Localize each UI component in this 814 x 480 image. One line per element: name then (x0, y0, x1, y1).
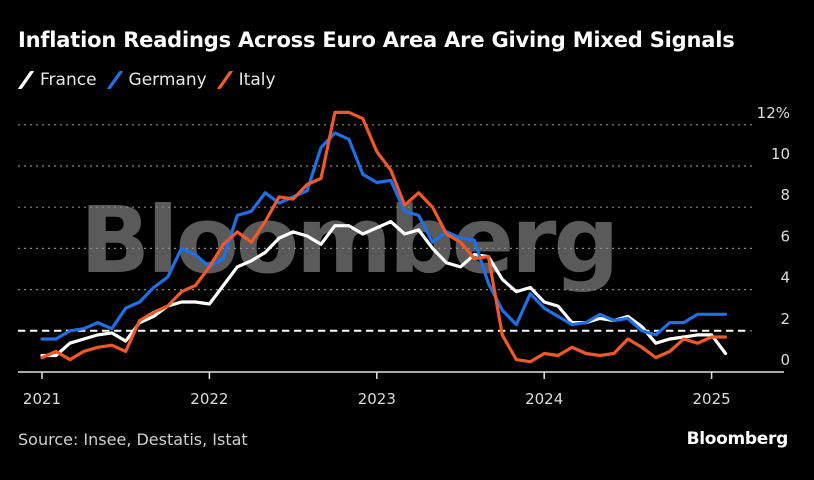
y-axis-labels: 0 2 4 6 8 10 12% (757, 104, 790, 369)
y-tick-label-12: 12% (757, 104, 790, 122)
legend-item-germany: Germany (106, 70, 207, 90)
watermark: Bloomberg (80, 187, 616, 294)
y-tick-label-8: 8 (780, 186, 790, 204)
legend-label-italy: Italy (238, 70, 276, 90)
bloomberg-logo: Bloomberg (686, 429, 789, 449)
series-line-germany (40, 131, 728, 341)
x-tick-label-2022: 2022 (190, 390, 228, 408)
x-tick-label-2023: 2023 (358, 390, 396, 408)
series-lines (40, 110, 728, 364)
chart-title: Inflation Readings Across Euro Area Are … (18, 28, 735, 52)
y-tick-label-4: 4 (780, 269, 790, 287)
y-tick-label-10: 10 (771, 145, 790, 163)
legend-label-france: France (40, 70, 97, 90)
x-tick-label-2021: 2021 (23, 390, 61, 408)
legend: France Germany Italy (17, 70, 286, 90)
gridlines (18, 124, 752, 332)
x-axis: 2021 2022 2023 2024 2025 (18, 371, 784, 408)
legend-item-italy: Italy (216, 70, 276, 90)
y-tick-label-6: 6 (780, 227, 790, 245)
legend-label-germany: Germany (128, 70, 207, 90)
source-note: Source: Insee, Destatis, Istat (18, 430, 248, 449)
series-line-italy (40, 110, 728, 364)
x-tick-label-2024: 2024 (525, 390, 563, 408)
y-tick-label-0: 0 (780, 351, 790, 369)
x-tick-label-2025: 2025 (693, 390, 731, 408)
legend-item-france: France (17, 70, 97, 90)
y-tick-label-2: 2 (780, 310, 790, 328)
